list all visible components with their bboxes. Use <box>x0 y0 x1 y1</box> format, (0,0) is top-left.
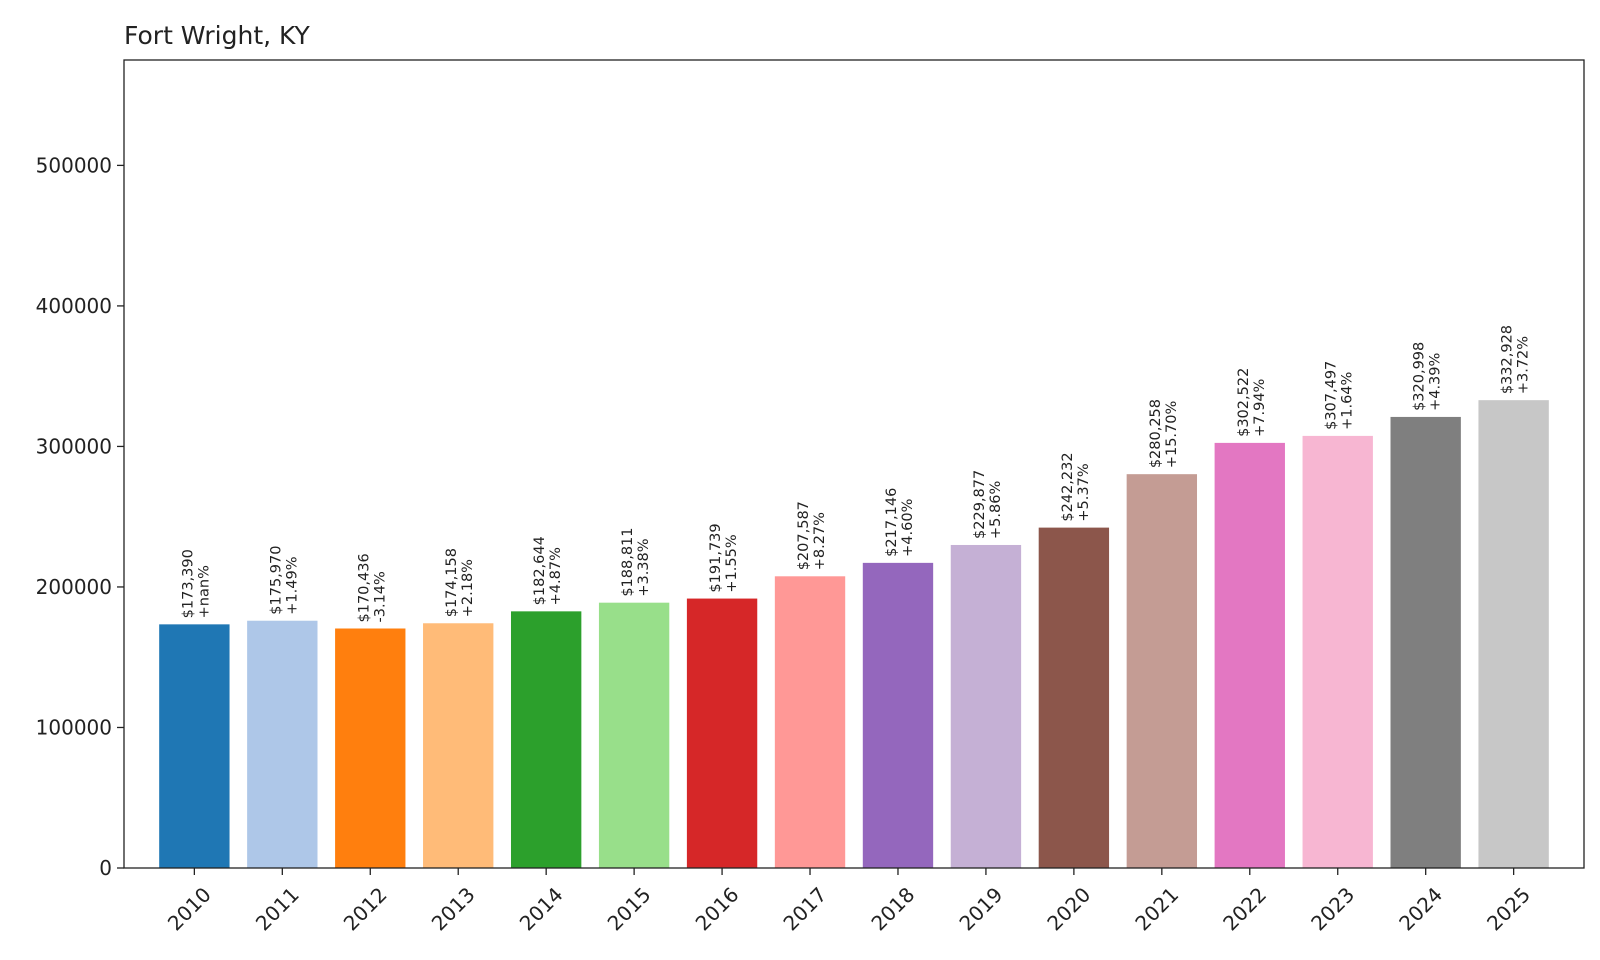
bar-label-2011: $175,970+1.49% <box>268 546 300 615</box>
bar-2014 <box>510 611 582 868</box>
bar-label-2019: $229,877+5.86% <box>972 470 1004 539</box>
bar-change-label: +15.70% <box>1164 401 1180 468</box>
bar-change-label: +4.39% <box>1428 353 1444 411</box>
x-tick-label-2018: 2018 <box>866 882 919 935</box>
bar-2012 <box>335 628 406 868</box>
bar-label-2010: $173,390+nan% <box>180 549 212 618</box>
bar-2015 <box>598 602 670 868</box>
bar-change-label: +2.18% <box>460 559 476 617</box>
bar-value-label: $217,146 <box>884 488 900 557</box>
bar-value-label: $188,811 <box>620 527 636 596</box>
bar-value-label: $170,436 <box>356 553 372 622</box>
x-tick-label-2010: 2010 <box>163 882 216 935</box>
x-tick-label-2017: 2017 <box>778 882 831 935</box>
bar-2016 <box>686 598 758 868</box>
y-tick-label: 200000 <box>36 575 112 599</box>
y-tick-label: 500000 <box>36 153 112 177</box>
x-tick-label-2013: 2013 <box>427 882 480 935</box>
bar-2024 <box>1390 416 1461 868</box>
x-tick-label-2012: 2012 <box>339 882 392 935</box>
bar-change-label: +nan% <box>196 565 212 618</box>
x-tick-label-2014: 2014 <box>515 882 568 935</box>
x-tick-label-2023: 2023 <box>1306 882 1359 935</box>
bar-change-label: +1.55% <box>724 534 740 592</box>
bar-value-label: $302,522 <box>1236 368 1252 437</box>
bar-value-label: $280,258 <box>1148 399 1164 468</box>
bar-value-label: $320,998 <box>1412 342 1428 411</box>
bar-value-label: $191,739 <box>708 523 724 592</box>
bar-label-2012: $170,436-3.14% <box>356 553 388 622</box>
bar-2023 <box>1302 435 1373 868</box>
bar-2013 <box>423 623 494 868</box>
x-axis: 2010 2011 2012 2013 2014 2015 2016 2017 2018 2019… <box>163 868 1535 935</box>
bar-value-label: $175,970 <box>268 546 284 615</box>
x-tick-label-2021: 2021 <box>1130 882 1183 935</box>
x-tick-label-2019: 2019 <box>954 882 1007 935</box>
y-tick-label: 100000 <box>36 715 112 739</box>
x-tick-label-2011: 2011 <box>251 882 304 935</box>
chart-title: Fort Wright, KY <box>124 21 311 50</box>
bar-label-2018: $217,146+4.60% <box>884 488 916 557</box>
bar-change-label: +3.72% <box>1516 336 1532 394</box>
bar-value-label: $173,390 <box>180 549 196 618</box>
bar-2019 <box>950 544 1022 868</box>
bar-change-label: -3.14% <box>372 571 388 622</box>
bar-label-2024: $320,998+4.39% <box>1412 342 1444 411</box>
bar-2017 <box>774 576 846 868</box>
bar-label-2015: $188,811+3.38% <box>620 527 652 596</box>
bar-value-label: $229,877 <box>972 470 988 539</box>
bar-label-2020: $242,232+5.37% <box>1060 452 1092 521</box>
x-tick-label-2024: 2024 <box>1394 882 1447 935</box>
bar-value-label: $182,644 <box>532 536 548 605</box>
bar-2010 <box>159 624 230 868</box>
x-tick-label-2022: 2022 <box>1218 882 1271 935</box>
y-tick-label: 400000 <box>36 294 112 318</box>
y-tick-label: 0 <box>99 856 112 880</box>
bar-label-2016: $191,739+1.55% <box>708 523 740 592</box>
bar-change-label: +4.60% <box>900 499 916 557</box>
bar-2022 <box>1214 442 1285 868</box>
bar-value-label: $242,232 <box>1060 452 1076 521</box>
bar-change-label: +3.38% <box>636 538 652 596</box>
bar-change-label: +5.86% <box>988 481 1004 539</box>
plot-frame <box>123 59 1585 869</box>
bar-label-2023: $307,497+1.64% <box>1324 361 1356 430</box>
bar-2011 <box>247 620 318 868</box>
bar-label-2021: $280,258+15.70% <box>1148 399 1180 468</box>
bar-2021 <box>1126 474 1198 868</box>
bars-layer <box>159 400 1549 868</box>
bar-2020 <box>1038 527 1110 868</box>
bar-change-label: +4.87% <box>548 547 564 605</box>
bar-labels-layer: $173,390+nan% $175,970+1.49% $170,436-3.14… <box>180 325 1531 623</box>
x-tick-label-2025: 2025 <box>1482 882 1535 935</box>
y-axis: 0 100000 200000 300000 400000 500000 <box>36 153 124 880</box>
bar-value-label: $174,158 <box>444 548 460 617</box>
bar-change-label: +5.37% <box>1076 463 1092 521</box>
bar-label-2025: $332,928+3.72% <box>1500 325 1532 394</box>
bar-2025 <box>1478 400 1549 868</box>
bar-value-label: $207,587 <box>796 501 812 570</box>
bar-2018 <box>862 562 934 868</box>
bar-label-2013: $174,158+2.18% <box>444 548 476 617</box>
x-tick-label-2020: 2020 <box>1042 882 1095 935</box>
bar-label-2014: $182,644+4.87% <box>532 536 564 605</box>
x-tick-label-2015: 2015 <box>603 882 656 935</box>
bar-value-label: $307,497 <box>1324 361 1340 430</box>
x-tick-label-2016: 2016 <box>691 882 744 935</box>
bar-label-2022: $302,522+7.94% <box>1236 368 1268 437</box>
bar-change-label: +8.27% <box>812 512 828 570</box>
bar-change-label: +1.64% <box>1340 372 1356 430</box>
bar-change-label: +7.94% <box>1252 379 1268 437</box>
bar-label-2017: $207,587+8.27% <box>796 501 828 570</box>
bar-value-label: $332,928 <box>1500 325 1516 394</box>
y-tick-label: 300000 <box>36 434 112 458</box>
bar-change-label: +1.49% <box>284 557 300 615</box>
